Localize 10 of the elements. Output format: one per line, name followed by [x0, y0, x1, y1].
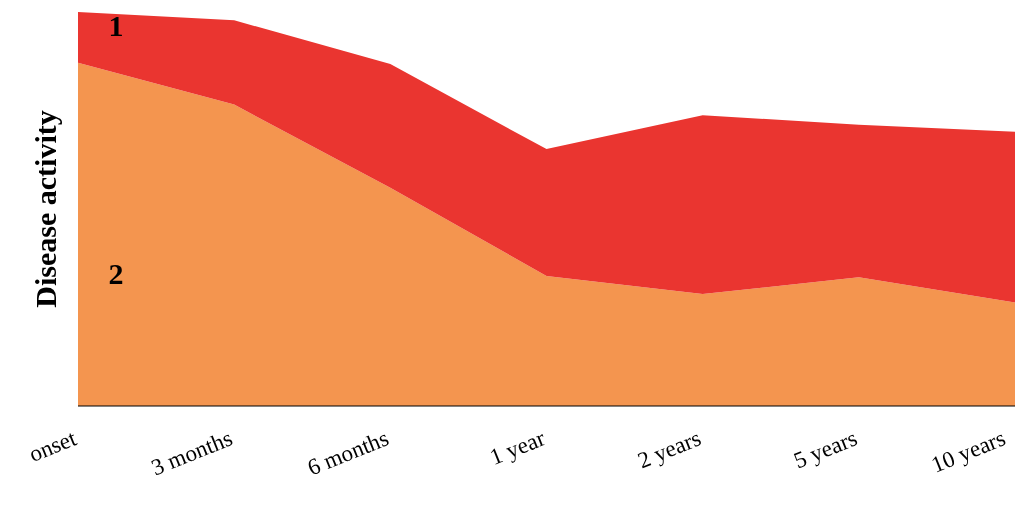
x-tick-label: 2 years	[634, 425, 705, 474]
x-tick-label: 5 years	[790, 425, 861, 474]
series-label: 2	[108, 257, 124, 291]
x-tick-label: 3 months	[147, 425, 237, 481]
x-tick-label: onset	[25, 425, 81, 467]
series-label: 1	[108, 9, 124, 43]
x-tick-label: 10 years	[927, 425, 1009, 478]
x-tick-label: 6 months	[304, 425, 393, 481]
x-tick-label: 1 year	[486, 425, 549, 470]
y-axis-title: Disease activity	[29, 110, 62, 308]
